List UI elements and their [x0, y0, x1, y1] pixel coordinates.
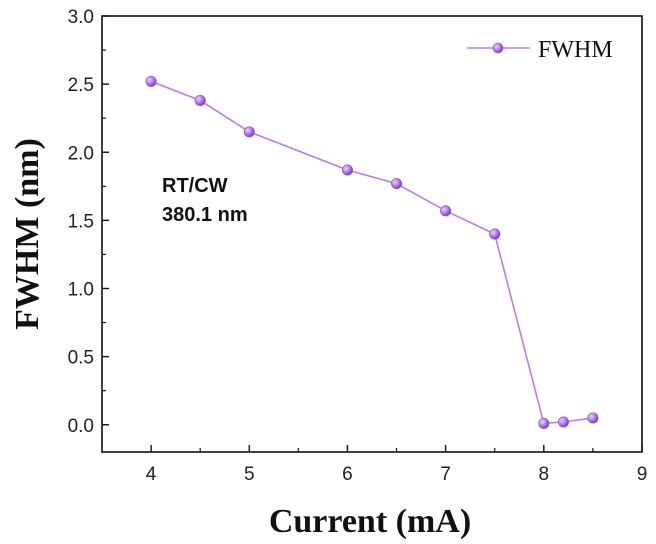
plot-frame [101, 15, 643, 453]
legend: FWHM [467, 37, 613, 63]
data-point [194, 94, 206, 106]
legend-label: FWHM [538, 37, 613, 63]
data-point [587, 412, 599, 424]
x-axis-title: Current (mA) [269, 503, 471, 540]
x-tick-label: 7 [440, 464, 451, 485]
annotation-line-1: RT/CW [162, 175, 228, 197]
data-point [341, 164, 353, 176]
series-line [150, 80, 594, 425]
data-point [489, 228, 501, 240]
data-point [243, 126, 255, 138]
x-tick-label: 8 [539, 464, 550, 485]
data-point [440, 205, 452, 217]
annotation-line-2: 380.1 nm [162, 204, 248, 226]
y-tick-label: 0.0 [68, 416, 94, 437]
y-tick-label: 2.0 [68, 143, 94, 164]
series-group [145, 75, 599, 429]
x-tick-label: 9 [637, 464, 648, 485]
data-point [557, 416, 569, 428]
y-tick-label: 0.5 [68, 348, 94, 369]
y-tick-label: 1.0 [68, 280, 94, 301]
x-tick-label: 6 [342, 464, 353, 485]
y-tick-label: 2.5 [68, 75, 94, 96]
axis-ticks [102, 15, 643, 452]
data-point [391, 178, 403, 190]
y-tick-label: 3.0 [68, 7, 94, 28]
legend-marker [492, 42, 504, 54]
y-axis-title: FWHM (nm) [9, 138, 46, 330]
tick-labels: 4 5 6 7 8 9 0.0 0.5 1.0 1.5 2.0 2.5 3.0 [68, 7, 648, 485]
x-tick-label: 4 [146, 464, 157, 485]
data-point [538, 417, 550, 429]
x-tick-label: 5 [244, 464, 255, 485]
data-point [145, 75, 157, 87]
y-tick-label: 1.5 [68, 211, 94, 232]
